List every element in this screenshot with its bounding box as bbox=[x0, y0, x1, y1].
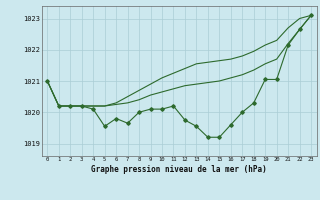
X-axis label: Graphe pression niveau de la mer (hPa): Graphe pression niveau de la mer (hPa) bbox=[91, 165, 267, 174]
